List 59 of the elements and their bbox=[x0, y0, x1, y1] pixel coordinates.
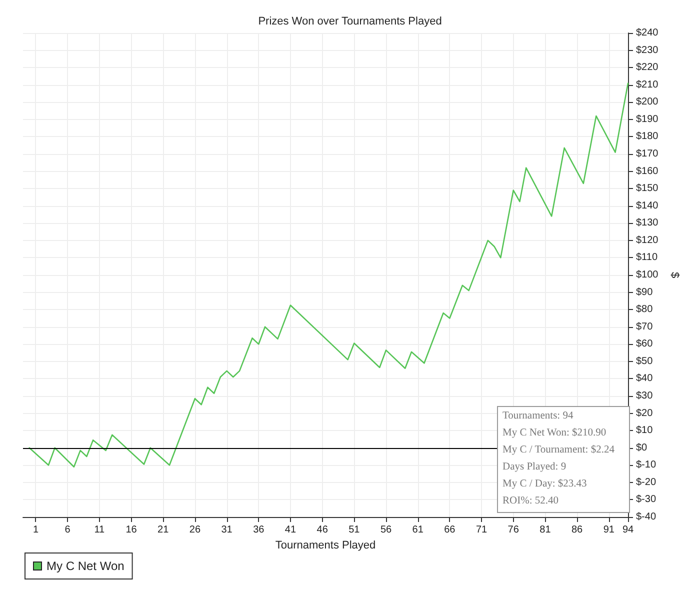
y-tick-label: $180 bbox=[636, 131, 659, 142]
y-tick-label: $40 bbox=[636, 373, 654, 384]
x-tick-label: 31 bbox=[221, 524, 233, 536]
x-tick-label: 41 bbox=[284, 524, 296, 536]
x-tick-label: 71 bbox=[476, 524, 488, 536]
y-tick-label: $-30 bbox=[636, 494, 656, 506]
y-tick-label: $210 bbox=[636, 79, 659, 90]
y-tick-label: $120 bbox=[636, 234, 659, 246]
x-axis-title: Tournaments Played bbox=[275, 539, 376, 552]
x-tick-label: 66 bbox=[444, 524, 456, 536]
y-tick-label: $240 bbox=[636, 28, 659, 38]
y-tick-label: $80 bbox=[636, 304, 654, 316]
y-tick-label: $30 bbox=[636, 390, 654, 402]
x-tick-label: 86 bbox=[571, 524, 584, 536]
x-tick-label: 76 bbox=[508, 524, 520, 536]
x-tick-label: 36 bbox=[253, 524, 265, 536]
y-tick-label: $130 bbox=[636, 218, 659, 229]
x-tick-label: 6 bbox=[64, 524, 71, 536]
y-tick-label: $200 bbox=[636, 96, 659, 108]
y-tick-label: $-20 bbox=[636, 476, 656, 488]
chart-title: Prizes Won over Tournaments Played bbox=[258, 16, 442, 28]
x-tick-label: 46 bbox=[316, 524, 328, 536]
y-tick-label: $230 bbox=[636, 44, 659, 56]
y-tick-label: $100 bbox=[636, 270, 659, 280]
y-tick-label: $150 bbox=[636, 183, 659, 194]
y-tick-label: $-40 bbox=[636, 512, 656, 522]
y-tick-label: $140 bbox=[636, 200, 659, 212]
x-tick-label: 16 bbox=[126, 524, 138, 536]
x-tick-label: 91 bbox=[603, 524, 615, 536]
x-tick-label: 94 bbox=[622, 524, 634, 536]
y-tick-label: $70 bbox=[636, 321, 654, 332]
x-tick-label: 26 bbox=[189, 524, 201, 536]
annotation: Days Played: 9 bbox=[502, 462, 566, 472]
x-tick-label: 51 bbox=[348, 524, 360, 536]
y-tick-label: $90 bbox=[636, 286, 654, 298]
annotation: ROI%: 52.40 bbox=[502, 496, 558, 506]
y-tick-label: $10 bbox=[636, 425, 654, 436]
x-tick-label: 21 bbox=[158, 524, 170, 536]
y-tick-label: $50 bbox=[636, 356, 654, 367]
x-tick-label: 11 bbox=[94, 524, 106, 536]
y-tick-label: $60 bbox=[636, 338, 654, 350]
y-tick-label: $20 bbox=[636, 408, 654, 419]
y-tick-label: $110 bbox=[636, 252, 658, 264]
y-tick-label: $-10 bbox=[636, 460, 656, 471]
annotation: My C / Tournament: $2.24 bbox=[502, 444, 616, 456]
y-tick-label: $0 bbox=[636, 442, 648, 454]
x-tick-label: 56 bbox=[380, 524, 392, 536]
legend-label: My C Net Won bbox=[46, 559, 124, 573]
y-tick-label: $220 bbox=[636, 62, 659, 74]
y-tick-label: $190 bbox=[636, 114, 659, 125]
annotation: My C / Day: $23.43 bbox=[502, 478, 587, 490]
annotation: My C Net Won: $210.90 bbox=[502, 428, 606, 438]
y-tick-label: $170 bbox=[636, 148, 659, 160]
annotation: Tournaments: 94 bbox=[502, 410, 574, 422]
y-axis-title: $ bbox=[668, 272, 681, 278]
x-tick-label: 61 bbox=[412, 524, 424, 536]
x-tick-label: 81 bbox=[540, 524, 552, 536]
x-tick-label: 1 bbox=[32, 524, 39, 536]
y-tick-label: $160 bbox=[636, 166, 659, 177]
